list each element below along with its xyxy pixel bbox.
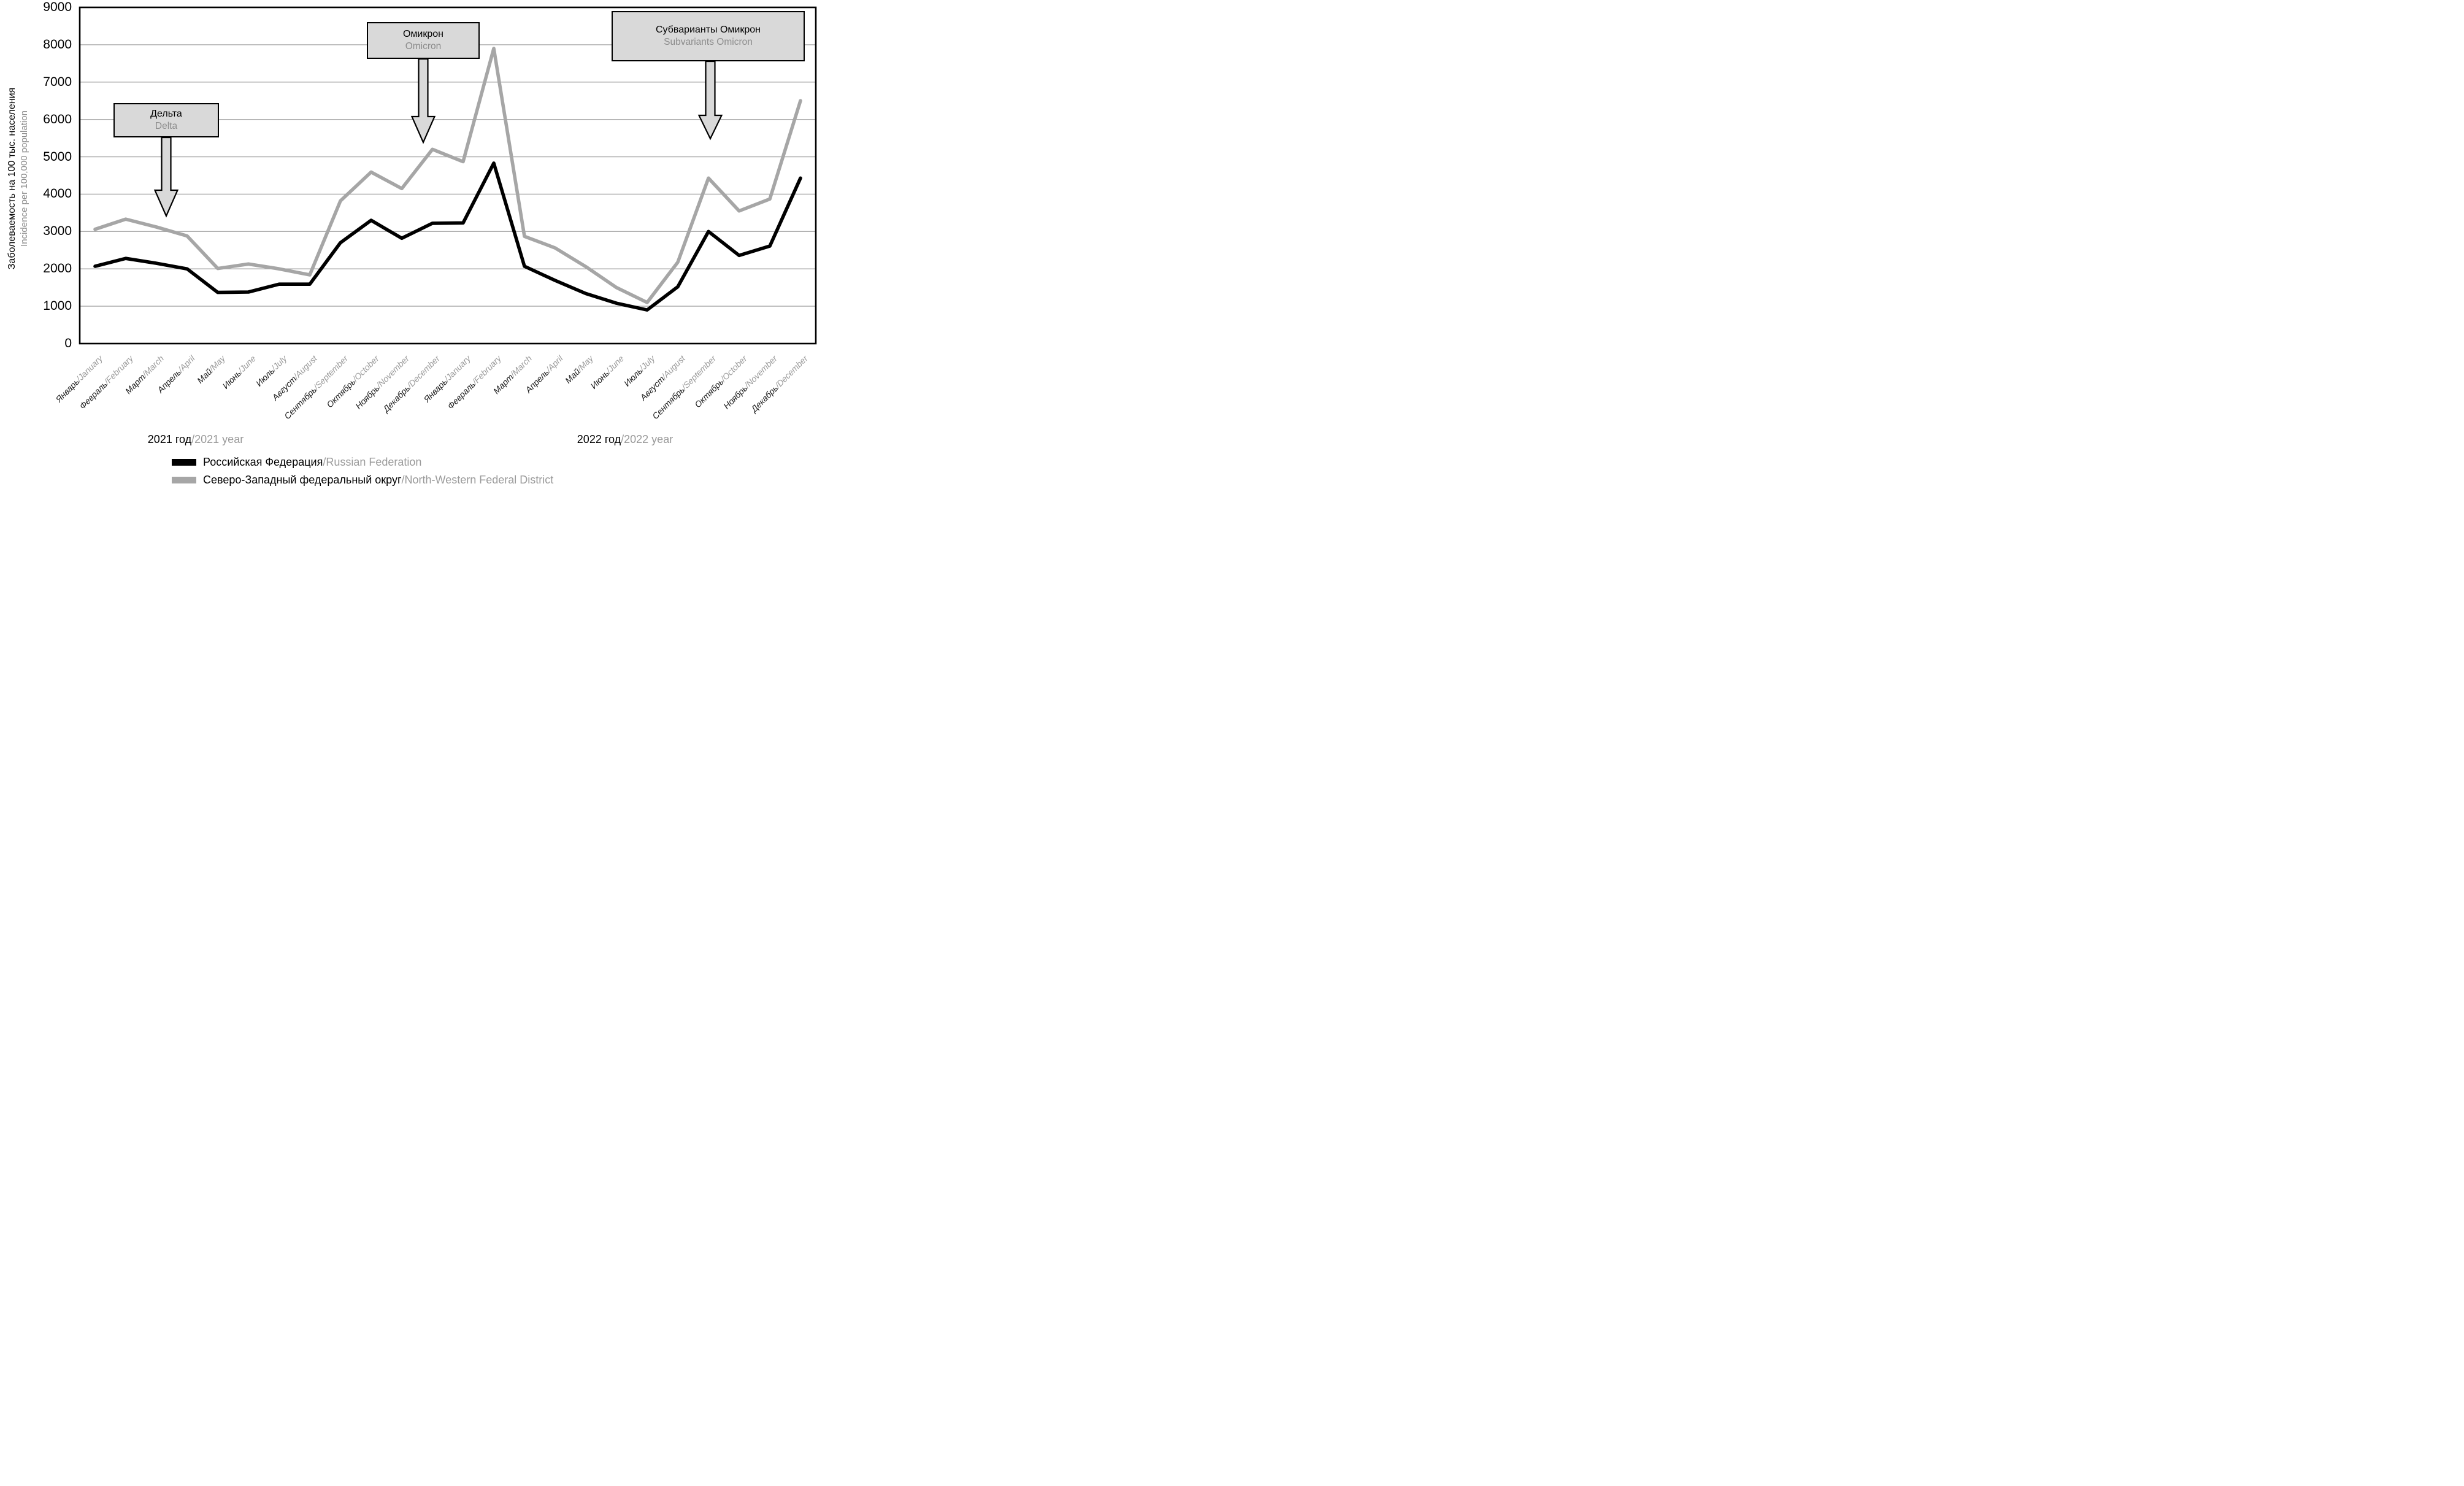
annotation-delta: Дельта Delta xyxy=(113,103,219,137)
legend-label-rf-en: /Russian Federation xyxy=(323,455,422,468)
annotation-omicron: Омикрон Omicron xyxy=(367,22,480,59)
legend-label-rf-ru: Российская Федерация xyxy=(203,455,323,468)
year-2022-en: /2022 year xyxy=(621,433,674,445)
legend-swatch-gray-line xyxy=(172,476,196,483)
annotation-subvariants-ru: Субварианты Омикрон xyxy=(656,25,761,36)
y-tick-label: 9000 xyxy=(43,0,72,14)
y-tick-label: 1000 xyxy=(43,299,72,314)
y-tick-label: 3000 xyxy=(43,224,72,239)
legend: Российская Федерация/Russian Federation … xyxy=(172,455,553,491)
subvariants-arrow xyxy=(697,60,723,141)
annotation-subvariants-omicron: Субварианты Омикрон Subvariants Omicron xyxy=(612,11,805,61)
line-russian-federation xyxy=(93,161,802,312)
plot-border xyxy=(79,6,817,345)
y-tick-label: 4000 xyxy=(43,187,72,201)
year-group-2021: 2021 год/2021 year xyxy=(148,433,244,446)
incidence-line-chart: Заболеваемость на 100 тыс. населения Inc… xyxy=(0,0,821,495)
annotation-delta-en: Delta xyxy=(155,121,178,132)
y-tick-label: 6000 xyxy=(43,112,72,126)
y-tick-label: 0 xyxy=(64,336,72,350)
annotation-omicron-en: Omicron xyxy=(405,41,442,52)
plot-area xyxy=(79,6,817,345)
annotation-subvariants-en: Subvariants Omicron xyxy=(664,37,753,48)
y-axis-title-en: Incidence per 100,000 population xyxy=(19,110,30,247)
legend-label-nwfd-en: /North-Western Federal District xyxy=(401,473,554,486)
y-axis-title-ru: Заболеваемость на 100 тыс. населения xyxy=(7,87,17,270)
year-2021-en: /2021 year xyxy=(191,433,244,445)
y-tick-label: 7000 xyxy=(43,74,72,89)
year-group-2022: 2022 год/2022 year xyxy=(577,433,673,446)
year-2022-ru: 2022 год xyxy=(577,433,621,445)
legend-item-russian-federation: Российская Федерация/Russian Federation xyxy=(172,455,553,469)
line-north-western-district xyxy=(93,47,802,304)
legend-swatch-black-line xyxy=(172,458,196,466)
y-tick-label: 2000 xyxy=(43,261,72,276)
y-tick-label: 5000 xyxy=(43,149,72,164)
annotation-delta-ru: Дельта xyxy=(150,109,182,120)
y-axis-title: Заболеваемость на 100 тыс. населения Inc… xyxy=(6,74,34,283)
y-tick-label: 8000 xyxy=(43,37,72,52)
omicron-arrow xyxy=(410,58,436,144)
legend-label-nwfd-ru: Северо-Западный федеральный округ xyxy=(203,473,402,486)
year-2021-ru: 2021 год xyxy=(147,433,192,445)
annotation-omicron-ru: Омикрон xyxy=(402,29,443,40)
delta-arrow xyxy=(153,136,179,218)
legend-item-north-western-district: Северо-Западный федеральный округ/North-… xyxy=(172,473,553,487)
